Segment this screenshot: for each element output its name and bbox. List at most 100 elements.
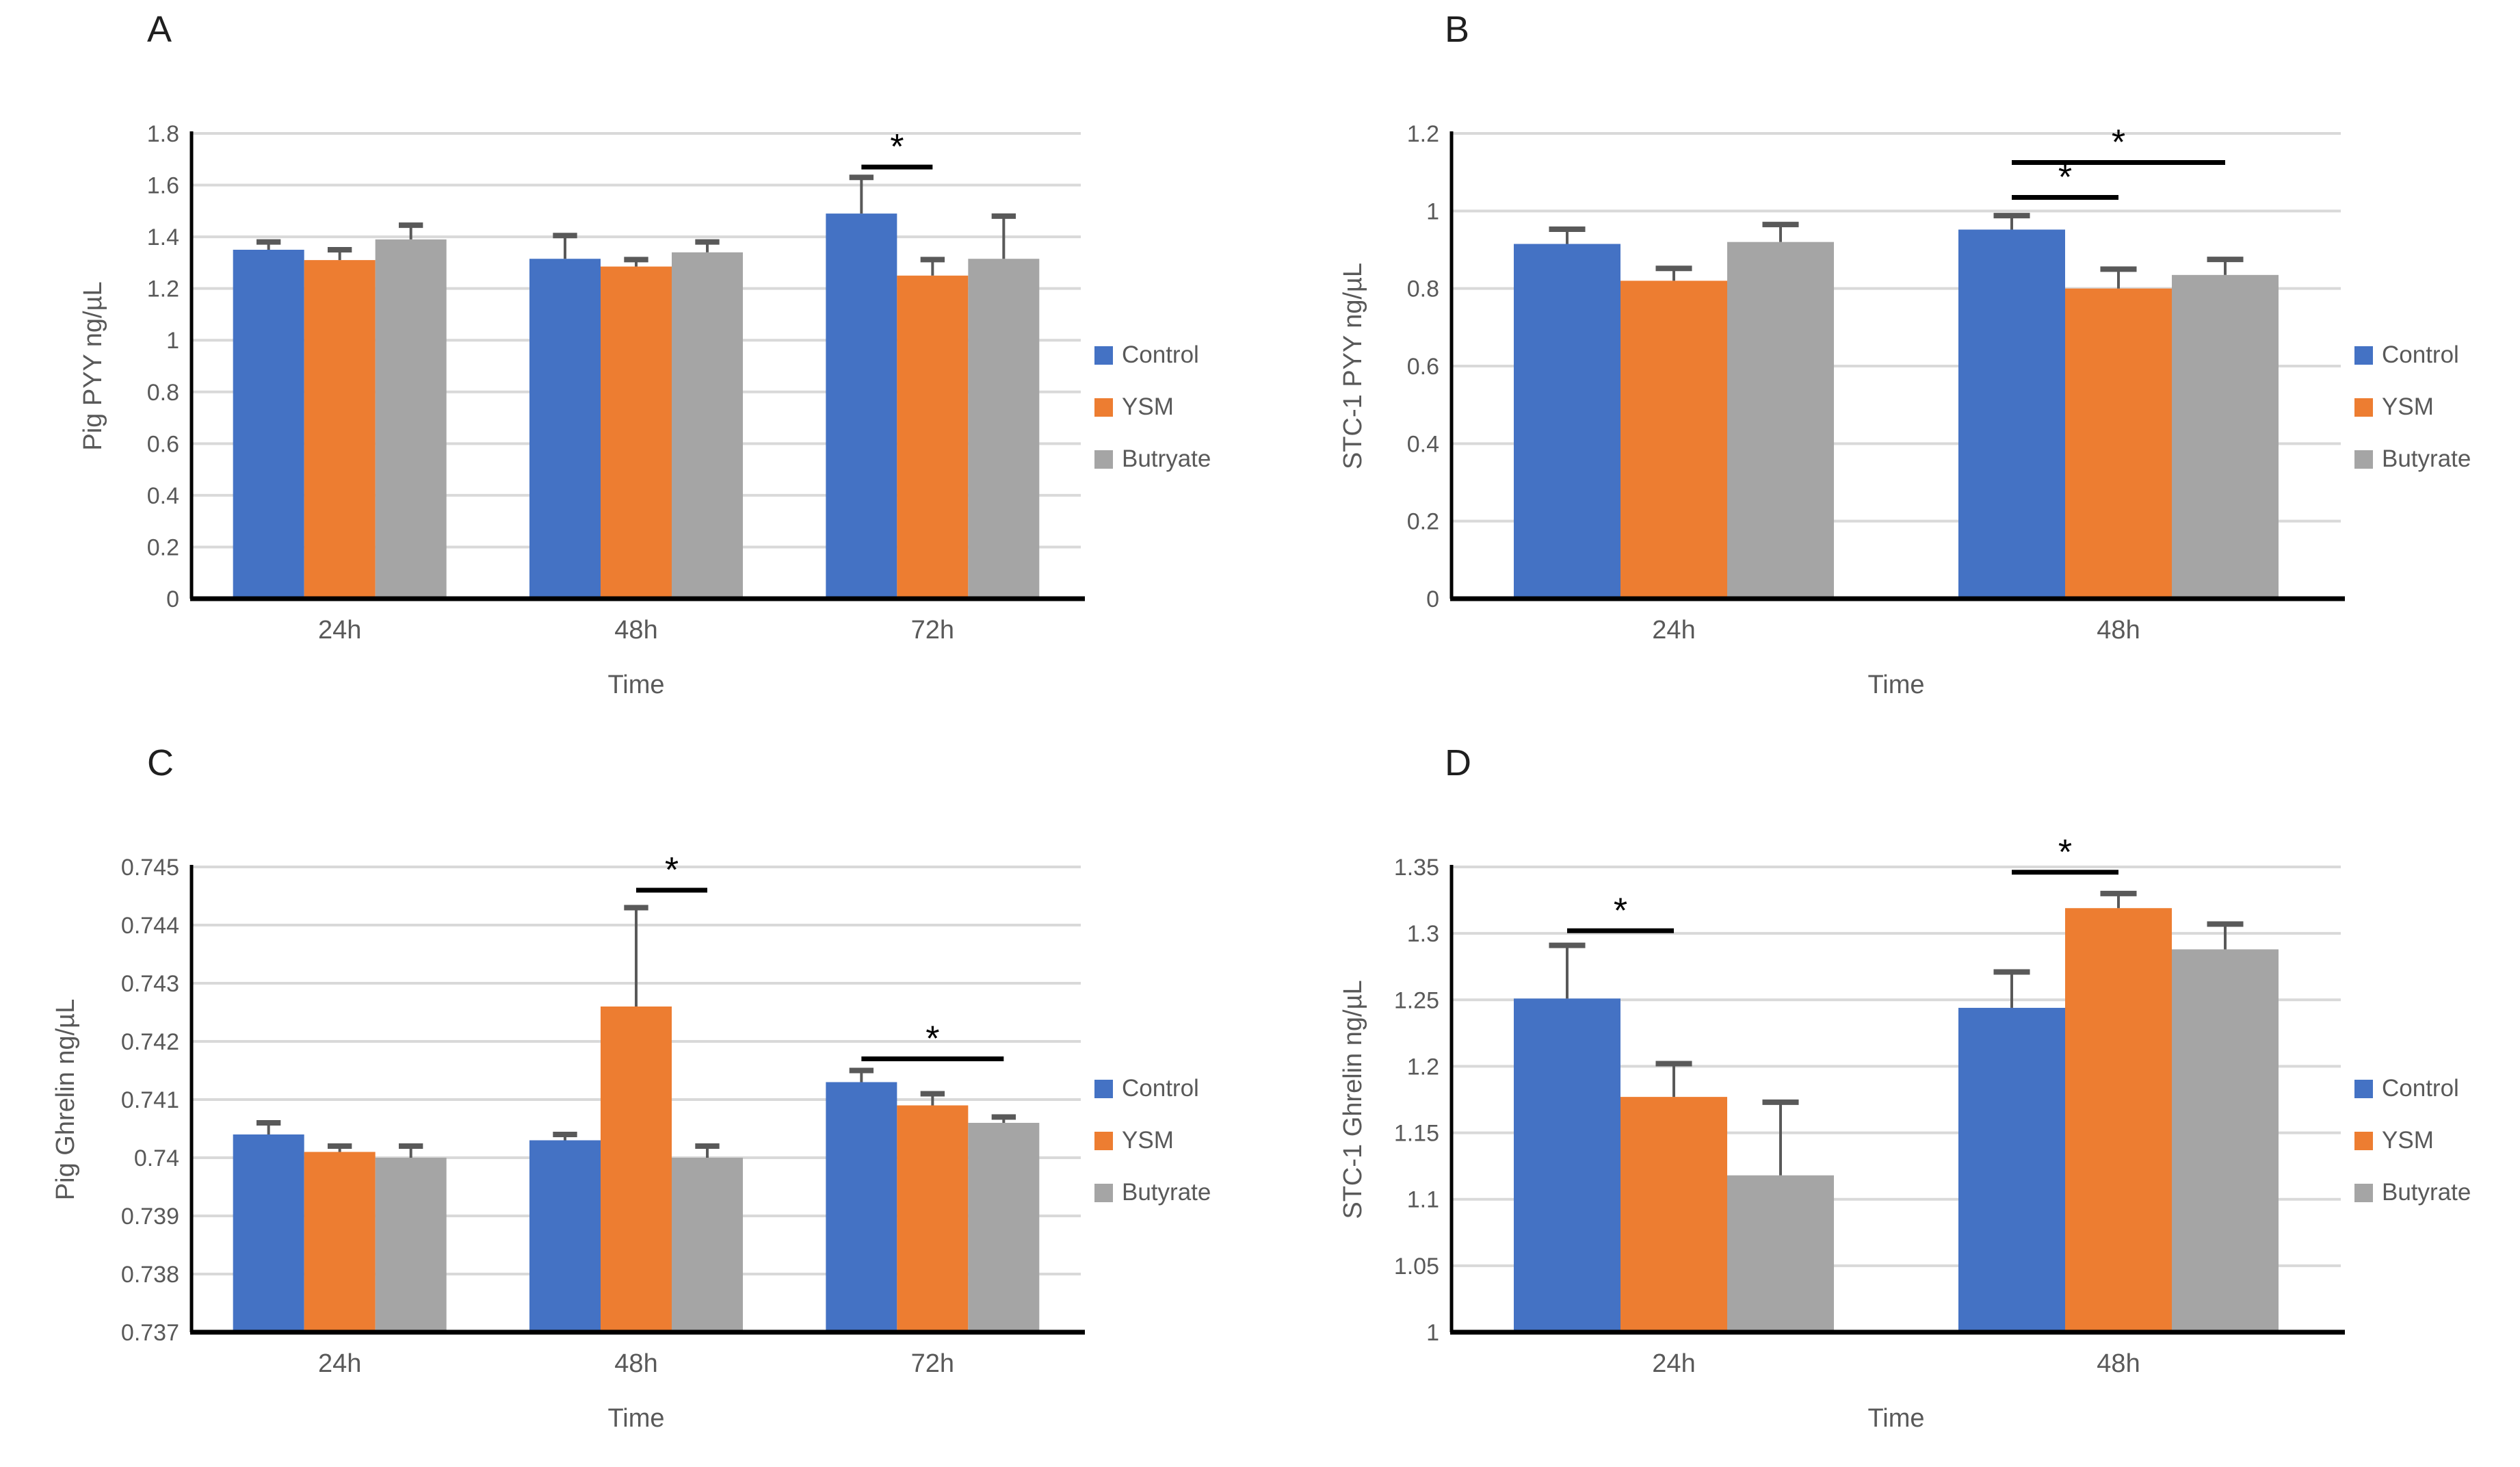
svg-text:48h: 48h xyxy=(614,1349,657,1378)
y-axis-title: Pig Ghrelin ng/µL xyxy=(51,999,80,1200)
significance-star: * xyxy=(2058,158,2072,198)
error-bars xyxy=(256,905,1016,1158)
legend: Control YSM Butyrate xyxy=(2354,1075,2471,1206)
bar-control-48h xyxy=(1958,229,2065,599)
bar-chart-pig-ghrelin: **0.7370.7380.7390.740.7410.7420.7430.74… xyxy=(51,851,1211,1433)
bar-control-24h xyxy=(233,1134,304,1332)
legend: Control YSM Butryate xyxy=(1094,341,1211,472)
legend-label-control: Control xyxy=(1122,341,1199,368)
x-tick-labels: 24h 48h 72h xyxy=(318,616,954,645)
legend-swatch-control xyxy=(1094,346,1113,365)
bar-control-24h xyxy=(233,250,304,599)
legend-label-butyrate: Butyrate xyxy=(2382,445,2471,472)
svg-text:1: 1 xyxy=(1426,1320,1439,1346)
svg-text:1: 1 xyxy=(1426,198,1439,224)
legend-label-control: Control xyxy=(1122,1075,1199,1102)
legend-label-butyrate: Butyrate xyxy=(1122,1179,1211,1206)
significance-star: * xyxy=(890,127,904,167)
svg-text:0.4: 0.4 xyxy=(147,483,179,509)
svg-text:1.05: 1.05 xyxy=(1394,1254,1439,1280)
bar-butyrate-48h xyxy=(672,1158,743,1332)
bar-ysm-24h xyxy=(304,1152,376,1332)
svg-text:0.745: 0.745 xyxy=(121,855,179,881)
error-bars xyxy=(1549,213,2244,289)
legend-swatch-control xyxy=(2354,1080,2373,1098)
bar-butryate-48h xyxy=(672,252,743,599)
bar-butryate-24h xyxy=(375,239,447,599)
significance-markers: ** xyxy=(1567,833,2118,933)
svg-text:0.742: 0.742 xyxy=(121,1029,179,1055)
svg-text:24h: 24h xyxy=(1652,1349,1695,1378)
bar-ysm-48h xyxy=(2065,288,2172,599)
svg-text:1.4: 1.4 xyxy=(147,224,179,250)
svg-text:0.737: 0.737 xyxy=(121,1320,179,1346)
y-tick-labels: 0 0.2 0.4 0.6 0.8 1 1.2 xyxy=(1407,121,1439,612)
svg-text:1: 1 xyxy=(166,328,179,354)
legend-label-ysm: YSM xyxy=(2382,1127,2434,1154)
legend-swatch-butyrate xyxy=(2354,450,2373,469)
bar-control-24h xyxy=(1514,998,1620,1332)
svg-text:0.743: 0.743 xyxy=(121,971,179,997)
svg-text:1.35: 1.35 xyxy=(1394,855,1439,881)
svg-text:1.1: 1.1 xyxy=(1407,1187,1439,1213)
y-tick-labels: 1 1.05 1.1 1.15 1.2 1.25 1.3 1.35 xyxy=(1394,855,1439,1346)
svg-text:0.74: 0.74 xyxy=(134,1145,179,1171)
legend-swatch-butryate xyxy=(1094,450,1113,469)
svg-text:72h: 72h xyxy=(911,616,954,645)
bar-ysm-48h xyxy=(601,266,672,599)
y-tick-labels: 0.737 0.738 0.739 0.74 0.741 0.742 0.743 0.744 0… xyxy=(121,855,179,1346)
significance-markers: ** xyxy=(636,851,1004,1061)
legend: Control YSM Butyrate xyxy=(2354,341,2471,472)
legend-swatch-ysm xyxy=(2354,1132,2373,1150)
svg-text:48h: 48h xyxy=(2097,1349,2140,1378)
svg-text:1.15: 1.15 xyxy=(1394,1121,1439,1147)
x-tick-labels: 24h 48h 72h xyxy=(318,1349,954,1378)
svg-text:48h: 48h xyxy=(2097,616,2140,645)
x-tick-labels: 24h 48h xyxy=(1652,616,2140,645)
y-axis-title: Pig PYY ng/µL xyxy=(79,281,107,450)
legend-swatch-butyrate xyxy=(2354,1184,2373,1202)
panel-c: C * * 0.737 0.738 0.739 0.74 0.741 0.742 0.743 0.… xyxy=(0,734,1260,1467)
bar-butyrate-24h xyxy=(375,1158,447,1332)
svg-text:0.8: 0.8 xyxy=(1407,276,1439,302)
bar-control-48h xyxy=(1958,1007,2065,1332)
y-tick-labels: 0 0.2 0.4 0.6 0.8 1 1.2 1.4 1.6 1.8 xyxy=(147,121,179,612)
error-bars xyxy=(1549,890,2244,1176)
bar-butryate-72h xyxy=(968,259,1040,599)
svg-text:0: 0 xyxy=(1426,586,1439,612)
svg-text:0.6: 0.6 xyxy=(147,431,179,457)
legend-label-butryate: Butryate xyxy=(1122,445,1211,472)
svg-text:1.25: 1.25 xyxy=(1394,987,1439,1013)
significance-star: * xyxy=(2058,833,2072,872)
legend-label-control: Control xyxy=(2382,1075,2459,1102)
bar-butyrate-48h xyxy=(2172,274,2279,599)
svg-text:1.3: 1.3 xyxy=(1407,921,1439,947)
bar-ysm-72h xyxy=(897,275,969,599)
svg-text:0.2: 0.2 xyxy=(1407,509,1439,535)
svg-text:1.2: 1.2 xyxy=(1407,121,1439,147)
panel-d: D * * 1 1.05 1.1 1.15 1.2 1.25 1.3 1.35 24h 48h Time… xyxy=(1260,734,2520,1467)
x-axis-title: Time xyxy=(607,671,664,699)
svg-text:72h: 72h xyxy=(911,1349,954,1378)
bar-control-48h xyxy=(529,259,601,599)
legend: Control YSM Butyrate xyxy=(1094,1075,1211,1206)
svg-text:0.4: 0.4 xyxy=(1407,431,1439,457)
bar-butyrate-24h xyxy=(1727,1175,1834,1332)
svg-text:1.2: 1.2 xyxy=(147,276,179,302)
bar-ysm-24h xyxy=(1620,281,1727,599)
x-axis-title: Time xyxy=(1867,1404,1924,1433)
significance-star: * xyxy=(926,1020,939,1059)
legend-swatch-ysm xyxy=(1094,398,1113,417)
bar-ysm-48h xyxy=(2065,908,2172,1332)
significance-star: * xyxy=(665,851,679,890)
legend-swatch-butyrate xyxy=(1094,1184,1113,1202)
panel-letter-b: B xyxy=(1445,9,1470,50)
bars xyxy=(233,213,1040,599)
legend-swatch-ysm xyxy=(1094,1132,1113,1150)
svg-text:24h: 24h xyxy=(318,616,361,645)
svg-text:24h: 24h xyxy=(1652,616,1695,645)
bar-ysm-24h xyxy=(304,260,376,599)
bar-butyrate-24h xyxy=(1727,242,1834,599)
